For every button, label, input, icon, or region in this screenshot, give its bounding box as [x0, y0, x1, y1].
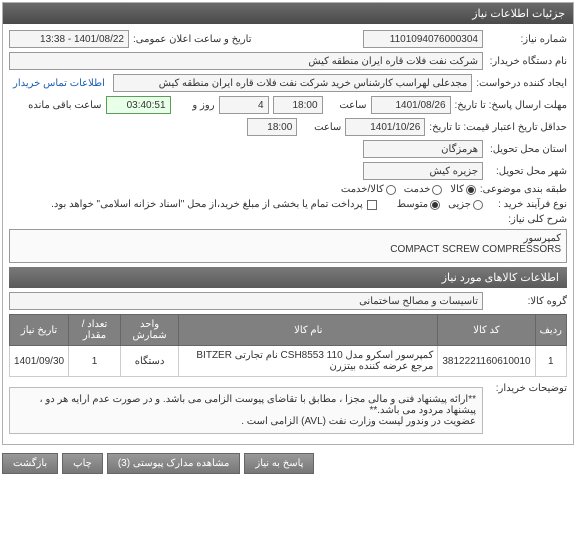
need-number-label: شماره نیاز:: [487, 34, 567, 45]
radio-dot-icon: [430, 200, 440, 210]
cell-code: 3812221160610010: [438, 346, 535, 377]
table-row: 1 3812221160610010 کمپرسور اسکرو مدل CSH…: [10, 346, 567, 377]
city-value: جزیره کیش: [363, 162, 483, 180]
general-text: کمپرسور COMPACT SCREW COMPRESSORS: [9, 229, 567, 263]
buyer-label: نام دستگاه خریدار:: [487, 56, 567, 67]
creator-value: مجدعلی لهراسب کارشناس خرید شرکت نفت فلات…: [113, 74, 472, 92]
province-label: استان محل تحویل:: [487, 144, 567, 155]
general-label: شرح کلی نیاز:: [487, 214, 567, 225]
province-value: هرمزگان: [363, 140, 483, 158]
contact-link[interactable]: اطلاعات تماس خریدار: [9, 78, 109, 89]
radio-goods[interactable]: کالا: [450, 184, 476, 195]
buyer-notes: **ارائه پیشنهاد فنی و مالی مجزا ، مطابق …: [9, 387, 483, 434]
time-label-2: ساعت: [301, 122, 341, 133]
group-value: تاسیسات و مصالح ساختمانی: [9, 292, 483, 310]
time-label-1: ساعت: [327, 100, 367, 111]
cell-qty: 1: [69, 346, 121, 377]
col-qty: تعداد / مقدار: [69, 315, 121, 346]
radio-dot-icon: [473, 200, 483, 210]
creator-label: ایجاد کننده درخواست:: [476, 78, 567, 89]
radio-service[interactable]: خدمت: [404, 184, 443, 195]
buyer-value: شرکت نفت فلات قاره ایران منطقه کیش: [9, 52, 483, 70]
purchase-type-label: نوع فرآیند خرید :: [487, 199, 567, 210]
cell-row: 1: [535, 346, 566, 377]
category-radio-group: کالا خدمت کالا/خدمت: [341, 184, 476, 195]
days-left: 4: [219, 96, 269, 114]
need-details-panel: جزئیات اطلاعات نیاز شماره نیاز: 11010940…: [2, 2, 574, 445]
purchase-type-group: جزیی متوسط: [397, 199, 483, 210]
treasury-checkbox[interactable]: [367, 200, 377, 210]
col-date: تاریخ نیاز: [10, 315, 69, 346]
col-code: کد کالا: [438, 315, 535, 346]
col-name: نام کالا: [179, 315, 438, 346]
cell-date: 1401/09/30: [10, 346, 69, 377]
radio-dot-icon: [432, 185, 442, 195]
button-bar: پاسخ به نیاز مشاهده مدارک پیوستی (3) چاپ…: [0, 447, 576, 480]
attachments-button[interactable]: مشاهده مدارک پیوستی (3): [107, 453, 241, 474]
items-band: اطلاعات کالاهای مورد نیاز: [9, 267, 567, 288]
radio-dot-icon: [386, 185, 396, 195]
reply-button[interactable]: پاسخ به نیاز: [244, 453, 314, 474]
col-unit: واحد شمارش: [120, 315, 178, 346]
deadline-date: 1401/08/26: [371, 96, 451, 114]
buyer-notes-label: توضیحات خریدار:: [487, 383, 567, 394]
remaining-time: 03:40:51: [106, 96, 171, 114]
cell-name: کمپرسور اسکرو مدل CSH8553 110 نام تجارتی…: [179, 346, 438, 377]
city-label: شهر محل تحویل:: [487, 166, 567, 177]
validity-time: 18:00: [247, 118, 297, 136]
announce-value: 1401/08/22 - 13:38: [9, 30, 129, 48]
payment-note: پرداخت تمام یا بخشی از مبلغ خرید،از محل …: [51, 199, 363, 210]
need-number-value: 1101094076000304: [363, 30, 483, 48]
print-button[interactable]: چاپ: [62, 453, 103, 474]
col-row: ردیف: [535, 315, 566, 346]
radio-both[interactable]: کالا/خدمت: [341, 184, 396, 195]
validity-label: حداقل تاریخ اعتبار قیمت: تا تاریخ:: [429, 122, 567, 133]
deadline-label: مهلت ارسال پاسخ: تا تاریخ:: [455, 100, 567, 111]
items-table: ردیف کد کالا نام کالا واحد شمارش تعداد /…: [9, 314, 567, 377]
cell-unit: دستگاه: [120, 346, 178, 377]
radio-dot-icon: [466, 185, 476, 195]
announce-label: تاریخ و ساعت اعلان عمومی:: [133, 34, 252, 45]
back-button[interactable]: بازگشت: [2, 453, 58, 474]
panel-title: جزئیات اطلاعات نیاز: [3, 3, 573, 24]
group-label: گروه کالا:: [487, 296, 567, 307]
category-label: طبقه بندی موضوعی:: [480, 184, 567, 195]
radio-small[interactable]: جزیی: [448, 199, 483, 210]
panel-body: شماره نیاز: 1101094076000304 تاریخ و ساع…: [3, 24, 573, 444]
remaining-label: ساعت باقی مانده: [28, 100, 101, 111]
day-label: روز و: [175, 100, 215, 111]
validity-date: 1401/10/26: [345, 118, 425, 136]
deadline-time: 18:00: [273, 96, 323, 114]
radio-medium[interactable]: متوسط: [397, 199, 440, 210]
